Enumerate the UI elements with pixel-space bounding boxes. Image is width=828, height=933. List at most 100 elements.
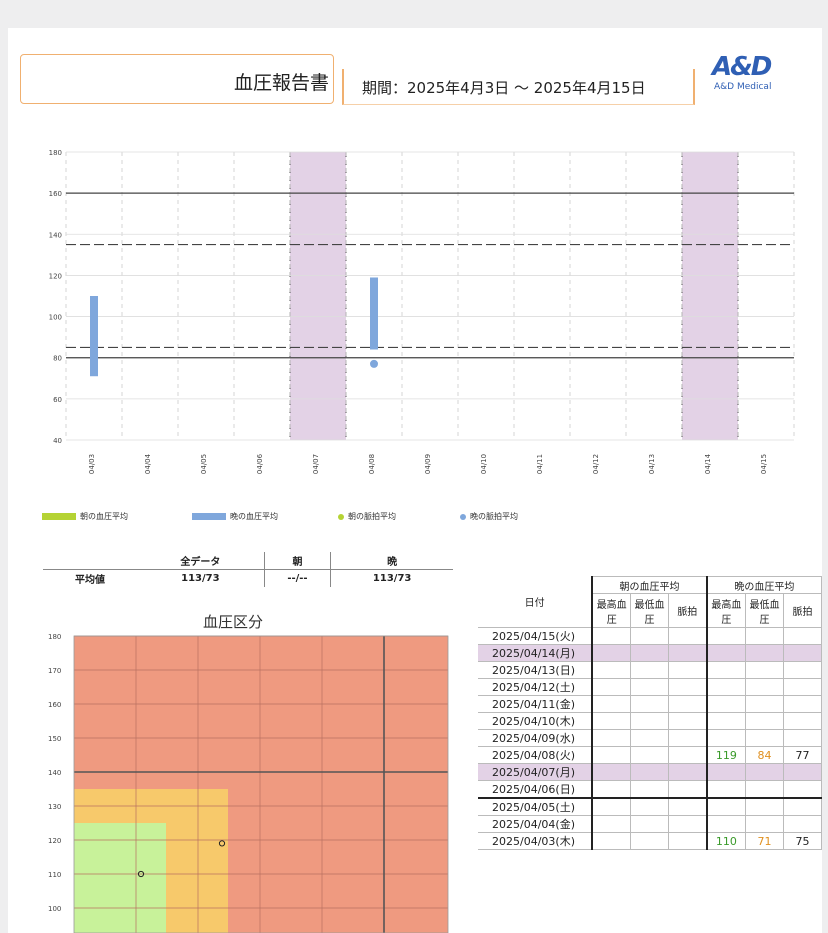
cell-m-pulse — [667, 678, 708, 696]
cell-m-pulse — [667, 644, 708, 662]
period-box: 期間：2025年4月3日 ～ 2025年4月15日 — [342, 69, 695, 105]
y-tick-label: 140 — [48, 769, 61, 777]
cell-date: 2025/04/06(日) — [478, 780, 593, 799]
cell-m-sys — [591, 780, 632, 799]
cell-m-dia — [630, 729, 669, 747]
y-tick-label: 100 — [48, 905, 61, 913]
cell-m-sys — [591, 644, 632, 662]
x-tick-label: 04/09 — [424, 454, 432, 474]
cell-e-dia — [745, 815, 784, 833]
x-tick-label: 04/12 — [592, 454, 600, 474]
cell-e-dia — [745, 695, 784, 713]
weekend-band — [290, 152, 346, 440]
cell-m-dia — [630, 797, 669, 816]
avg-morning: --/-- — [264, 569, 332, 587]
table-row: 2025/04/07(月) — [478, 763, 822, 781]
y-tick-label: 130 — [48, 803, 61, 811]
legend-morning-pulse: 朝の脈拍平均 — [338, 511, 396, 522]
x-tick-label: 04/08 — [368, 454, 376, 474]
cell-m-sys — [591, 627, 632, 645]
y-tick-label: 140 — [49, 231, 62, 239]
evening-pulse-point — [370, 359, 378, 368]
y-tick-label: 80 — [53, 355, 62, 363]
cell-e-dia — [745, 763, 784, 781]
avg-row-label: 平均値 — [75, 575, 106, 586]
cell-m-dia — [630, 678, 669, 696]
bp-class-chart: 90100110120130140150160170180 — [48, 633, 449, 933]
x-tick-label: 04/06 — [256, 453, 264, 474]
cell-m-sys — [591, 797, 632, 816]
cell-e-dia: 71 — [745, 832, 784, 850]
evening-bp-bar — [90, 296, 98, 377]
cell-m-dia — [630, 627, 669, 645]
x-tick-label: 04/15 — [760, 454, 768, 474]
cell-e-pulse — [782, 780, 822, 799]
cell-e-pulse — [782, 815, 822, 833]
cell-m-sys — [591, 678, 632, 696]
cell-date: 2025/04/13(日) — [478, 661, 593, 679]
cell-e-dia — [745, 780, 784, 799]
zone-normal — [74, 823, 166, 933]
cell-e-pulse — [782, 678, 822, 696]
cell-e-sys — [705, 797, 746, 816]
cell-e-sys — [705, 780, 746, 799]
cell-e-sys — [705, 644, 746, 662]
logo-subtitle: A&D Medical — [714, 82, 772, 92]
trend-chart: 40 60 80 100 120 140 160 180 04/03 04/04 04/05 04/0… — [49, 149, 795, 474]
cell-date: 2025/04/05(土) — [478, 797, 593, 816]
cell-e-dia — [745, 712, 784, 730]
table-row: 2025/04/05(土) — [478, 797, 822, 816]
x-tick-label: 04/14 — [704, 453, 712, 474]
x-tick-label: 04/10 — [480, 454, 488, 474]
cell-m-sys — [591, 763, 632, 781]
report-title: 血圧報告書 — [233, 72, 329, 94]
cell-m-pulse — [667, 832, 708, 850]
bp-point — [137, 870, 145, 878]
y-tick-label: 120 — [48, 837, 61, 845]
cell-e-pulse — [782, 712, 822, 730]
cell-m-pulse — [667, 695, 708, 713]
report-title-box: 血圧報告書 — [20, 54, 334, 104]
cell-e-pulse: 75 — [782, 832, 822, 850]
cell-date: 2025/04/03(木) — [478, 832, 593, 850]
cell-e-pulse — [782, 644, 822, 662]
cell-m-sys — [591, 712, 632, 730]
cell-m-sys — [591, 729, 632, 747]
cell-e-pulse — [782, 661, 822, 679]
cell-e-dia — [745, 797, 784, 816]
cell-m-pulse — [667, 661, 708, 679]
cell-m-sys — [591, 815, 632, 833]
bp-point — [218, 840, 226, 847]
col-date: 日付 — [478, 576, 593, 628]
cell-e-pulse: 77 — [782, 746, 822, 764]
cell-e-sys — [705, 729, 746, 747]
cell-m-pulse — [667, 746, 708, 764]
cell-m-pulse — [667, 627, 708, 645]
cell-m-pulse — [667, 763, 708, 781]
cell-m-dia — [630, 661, 669, 679]
x-tick-label: 04/04 — [144, 453, 152, 474]
cell-date: 2025/04/07(月) — [478, 763, 593, 781]
x-tick-label: 04/13 — [648, 454, 656, 474]
table-row: 2025/04/04(金) — [478, 815, 822, 833]
cell-m-sys — [591, 661, 632, 679]
cell-date: 2025/04/15(火) — [478, 627, 593, 645]
cell-e-sys — [705, 678, 746, 696]
cell-m-dia — [630, 780, 669, 799]
x-tick-label: 04/03 — [88, 454, 96, 474]
y-tick-label: 60 — [53, 396, 62, 404]
cell-m-pulse — [667, 712, 708, 730]
table-row: 2025/04/06(日) — [478, 780, 822, 799]
legend-evening-bp: 晩の血圧平均 — [192, 511, 278, 522]
cell-date: 2025/04/12(土) — [478, 678, 593, 696]
col-morning: 朝 — [264, 552, 332, 570]
col-evening: 晩 — [330, 552, 453, 570]
daily-log-table: 日付 朝の血圧平均 晩の血圧平均 最高血圧 最低血圧 脈拍 最高血圧 最低血圧 … — [478, 576, 822, 850]
and-logo: A&D A&D Medical — [708, 52, 788, 96]
y-tick-label: 170 — [48, 667, 61, 675]
table-row: 2025/04/08(火) 119 84 77 — [478, 746, 822, 764]
cell-e-sys: 119 — [705, 746, 746, 764]
y-tick-label: 120 — [49, 272, 62, 280]
table-row: 2025/04/14(月) — [478, 644, 822, 662]
period-text: 期間：2025年4月3日 ～ 2025年4月15日 — [362, 79, 646, 97]
